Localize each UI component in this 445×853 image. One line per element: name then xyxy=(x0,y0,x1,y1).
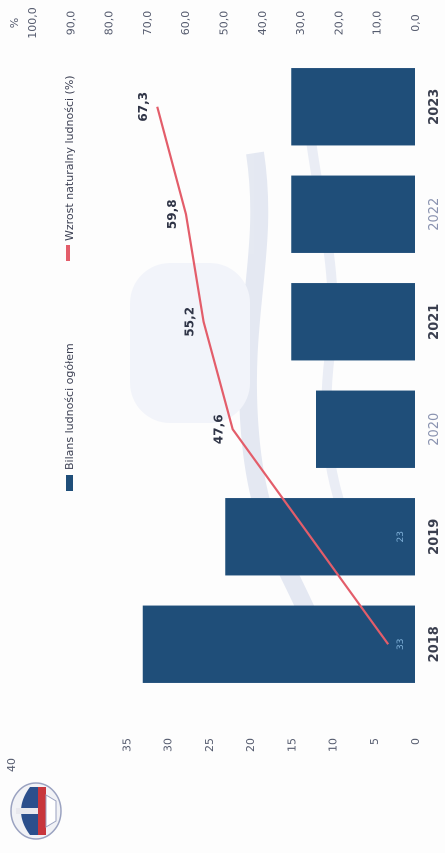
category-label: 2021 xyxy=(427,304,442,340)
legend-swatch-bars xyxy=(66,475,73,491)
left-axis: 0 5 10 15 20 25 30 35 40 xyxy=(5,738,422,772)
right-axis-unit-label: % xyxy=(8,18,21,28)
left-tick-label: 20 xyxy=(244,738,257,752)
category-label: 2022 xyxy=(427,198,442,231)
bar-series: 33 23 xyxy=(142,68,415,683)
bar xyxy=(316,390,415,468)
line-data-label: 55,2 xyxy=(183,307,197,337)
right-tick-label: 30,0 xyxy=(294,11,307,36)
line-data-label: 67,3 xyxy=(136,92,150,122)
category-axis: 2018 2019 2020 2021 2022 2023 xyxy=(427,89,442,663)
chart-legend: Bilans ludności ogółem Wzrost naturalny … xyxy=(63,75,76,491)
legend-label-line: Wzrost naturalny ludności (%) xyxy=(63,75,76,241)
bar xyxy=(291,283,415,361)
right-tick-label: 40,0 xyxy=(256,11,269,36)
right-tick-label: 20,0 xyxy=(332,11,345,36)
line-data-label: 59,8 xyxy=(165,199,179,229)
bar-inner-label: 23 xyxy=(396,531,406,542)
left-tick-label: 35 xyxy=(120,738,133,752)
category-label: 2023 xyxy=(427,89,442,125)
legend-swatch-line xyxy=(66,245,70,261)
bar xyxy=(291,68,415,146)
left-tick-label: 5 xyxy=(368,738,381,745)
right-tick-label: 60,0 xyxy=(179,11,192,36)
right-tick-label: 80,0 xyxy=(103,11,116,36)
category-label: 2018 xyxy=(427,626,442,662)
line-path xyxy=(156,106,390,645)
right-axis: 0,0 10,0 20,0 30,0 40,0 50,0 60,0 70,0 80,0 90,0 1… xyxy=(8,7,422,39)
line-series: 47,6 55,2 59,8 67,3 xyxy=(136,92,390,645)
category-label: 2020 xyxy=(427,413,442,446)
building-emblem-icon xyxy=(10,782,62,840)
left-tick-label: 10 xyxy=(327,738,340,752)
bar xyxy=(291,175,415,253)
left-tick-label: 25 xyxy=(203,738,216,752)
left-tick-label: 15 xyxy=(285,738,298,752)
left-axis-top-label: 40 xyxy=(5,758,18,772)
left-tick-label: 30 xyxy=(162,738,175,752)
legend-label-bars: Bilans ludności ogółem xyxy=(63,343,76,470)
right-tick-label: 50,0 xyxy=(218,11,231,36)
category-label: 2019 xyxy=(427,519,442,555)
left-tick-label: 0 xyxy=(409,738,422,745)
bar xyxy=(225,498,415,576)
right-tick-label: 70,0 xyxy=(141,11,154,36)
right-tick-label: 100,0 xyxy=(26,7,39,39)
line-data-label: 47,6 xyxy=(212,414,226,444)
right-tick-label: 0,0 xyxy=(409,14,422,32)
right-tick-label: 10,0 xyxy=(371,11,384,36)
bar xyxy=(142,605,415,683)
right-tick-label: 90,0 xyxy=(64,11,77,36)
bar-inner-label: 33 xyxy=(396,639,406,650)
